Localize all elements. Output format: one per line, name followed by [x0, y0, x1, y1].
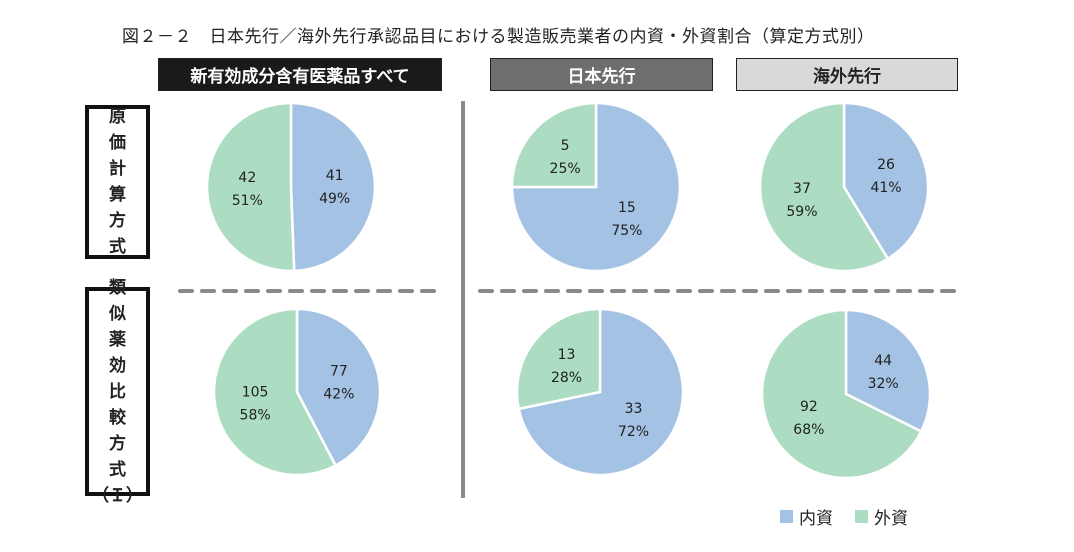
pie-label-value: 41 [326, 168, 344, 184]
row-header-char: 効 [109, 355, 126, 376]
column-header-japan-first: 日本先行 [490, 58, 713, 91]
row-header-char: 方 [109, 211, 126, 231]
pie-chart: 44 32% 92 68% [760, 308, 932, 480]
pie-chart: 26 41% 37 59% [758, 101, 930, 273]
legend: 内資 外資 [780, 504, 930, 529]
pie-label-percent: 25% [550, 161, 581, 177]
pie-label-percent: 32% [868, 376, 899, 392]
pie-label-percent: 75% [611, 223, 642, 239]
pie-slice-domestic [295, 307, 382, 468]
pie-slice-foreign [212, 307, 338, 477]
row-header-similar-efficacy-method: 類似薬効比較方式 （Ｉ） [85, 278, 150, 506]
legend-label: 外資 [874, 509, 908, 529]
row-header-char: 式 [109, 237, 126, 257]
pie-label-value: 37 [793, 181, 811, 197]
pie-label-value: 5 [561, 138, 570, 154]
row-header-char: （Ｉ） [92, 485, 143, 506]
pie-label-percent: 42% [323, 387, 354, 403]
row-header-char: 似 [109, 303, 126, 324]
figure-title: 図２－２ 日本先行／海外先行承認品目における製造販売業者の内資・外資割合（算定方… [122, 27, 875, 47]
row-header-char: 計 [109, 159, 126, 179]
pie-slice-foreign [758, 101, 890, 273]
row-header-char: 価 [109, 133, 126, 153]
pie-label-value: 26 [877, 157, 895, 173]
pie-label-value: 105 [242, 384, 269, 400]
pie-chart: 77 42% 105 58% [212, 307, 382, 477]
pie-slice-domestic [289, 101, 377, 273]
pie-label-value: 77 [330, 364, 348, 380]
legend-swatch [855, 510, 868, 523]
pie-label-percent: 58% [240, 407, 271, 423]
pie-label-value: 42 [238, 170, 256, 186]
row-header-char: 薬 [109, 329, 126, 350]
legend-item-foreign: 外資 [855, 504, 908, 529]
pie-chart: 15 75% 5 25% [510, 101, 682, 273]
row-header-char: 算 [109, 185, 126, 205]
pie-label-percent: 68% [793, 422, 824, 438]
row-header-char: 較 [109, 407, 126, 428]
pie-label-value: 33 [625, 401, 643, 417]
legend-swatch [780, 510, 793, 523]
legend-label: 内資 [799, 509, 833, 529]
row-header-char: 比 [109, 381, 126, 402]
row-header-char: 原 [109, 107, 126, 127]
pie-label-value: 44 [874, 353, 892, 369]
pie-slice-domestic [510, 101, 682, 273]
legend-item-domestic: 内資 [780, 504, 833, 529]
pie-label-value: 13 [558, 347, 576, 363]
pie-label-percent: 28% [551, 370, 582, 386]
row-header-char: 式 [109, 459, 126, 480]
pie-label-percent: 41% [870, 180, 901, 196]
pie-chart: 33 72% 13 28% [515, 307, 685, 477]
pie-label-percent: 72% [618, 424, 649, 440]
pie-label-percent: 59% [786, 204, 817, 220]
row-header-cost-method: 原価計算方式 [85, 105, 150, 259]
pie-slice-foreign [760, 308, 923, 480]
column-header-all: 新有効成分含有医薬品すべて [158, 58, 442, 91]
pie-slice-foreign [205, 101, 296, 273]
pie-chart: 41 49% 42 51% [205, 101, 377, 273]
pie-label-percent: 51% [232, 193, 263, 209]
pie-slice-foreign [515, 307, 602, 411]
column-header-overseas-first: 海外先行 [736, 58, 958, 91]
pie-label-value: 92 [800, 399, 818, 415]
pie-label-percent: 49% [319, 191, 350, 207]
pie-slice-domestic [844, 308, 932, 434]
row-header-char: 方 [109, 433, 126, 454]
pie-label-value: 15 [618, 200, 636, 216]
pie-slice-foreign [510, 101, 598, 189]
row-header-char: 類 [109, 277, 126, 298]
